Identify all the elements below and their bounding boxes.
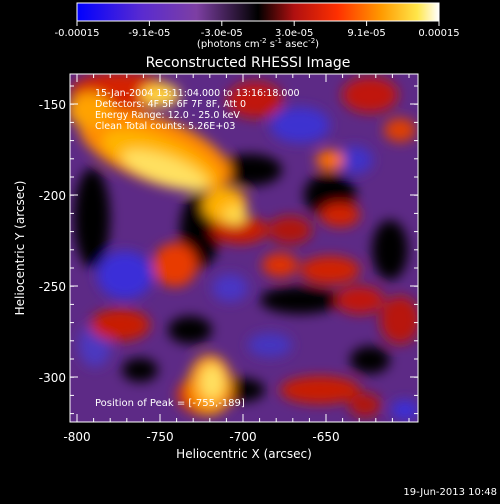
y-axis-ticks: -150 -200 -250 -300 xyxy=(39,85,418,415)
colorbar-tick-label: -3.0e-05 xyxy=(201,28,243,39)
x-tick-label: -750 xyxy=(146,430,173,444)
rhessi-image xyxy=(70,74,418,422)
plot-frame: -800 -750 -700 -650 -150 -200 -250 -300 xyxy=(39,73,419,444)
x-axis-ticks: -800 -750 -700 -650 xyxy=(63,74,410,444)
annotation-line: Detectors: 4F 5F 6F 7F 8F, Att 0 xyxy=(95,99,246,110)
y-axis-label: Heliocentric Y (arcsec) xyxy=(13,181,27,316)
x-axis-label: Heliocentric X (arcsec) xyxy=(176,447,312,461)
annotation-line: Clean Total counts: 5.26E+03 xyxy=(95,121,235,132)
peak-position-label: Position of Peak = [-755,-189] xyxy=(95,398,245,409)
colorbar-tick-label: 3.0e-05 xyxy=(275,28,313,39)
plot-annotations: 15-Jan-2004 13:11:04.000 to 13:16:18.000… xyxy=(95,88,300,132)
y-tick-label: -250 xyxy=(39,280,66,294)
annotation-line: 15-Jan-2004 13:11:04.000 to 13:16:18.000 xyxy=(95,88,300,99)
colorbar-tick-label: 0.00015 xyxy=(418,28,459,39)
colorbar: -0.00015 -9.1e-05 -3.0e-05 3.0e-05 9.1e-05 0.… xyxy=(55,2,460,50)
colorbar-ticks: -0.00015 -9.1e-05 -3.0e-05 3.0e-05 9.1e-05 0.… xyxy=(55,21,460,39)
colorbar-tick-label: -9.1e-05 xyxy=(128,28,170,39)
plot-title: Reconstructed RHESSI Image xyxy=(146,55,351,71)
y-tick-label: -200 xyxy=(39,189,66,203)
x-tick-label: -800 xyxy=(63,430,90,444)
colorbar-tick-label: 9.1e-05 xyxy=(347,28,385,39)
y-tick-label: -300 xyxy=(39,371,66,385)
colorbar-units: (photons cm-2 s-1 asec-2) xyxy=(197,37,319,50)
x-tick-label: -650 xyxy=(312,430,339,444)
footer-timestamp: 19-Jun-2013 10:48 xyxy=(403,487,497,498)
annotation-line: Energy Range: 12.0 - 25.0 keV xyxy=(95,110,240,121)
x-tick-label: -700 xyxy=(229,430,256,444)
colorbar-tick-label: -0.00015 xyxy=(55,28,100,39)
y-tick-label: -150 xyxy=(39,98,66,112)
colorbar-gradient xyxy=(76,2,440,22)
